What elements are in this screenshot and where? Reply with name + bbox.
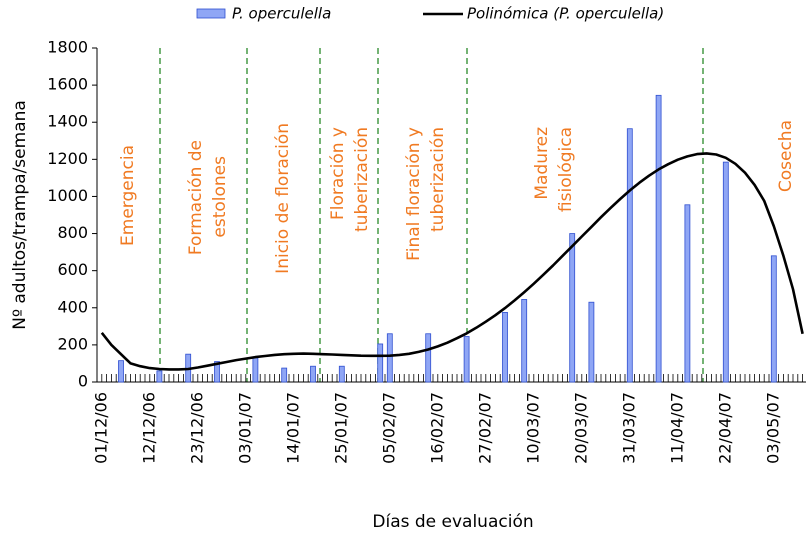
bar bbox=[281, 367, 288, 383]
x-tick-label: 23/12/06 bbox=[187, 392, 206, 464]
bar bbox=[118, 360, 124, 383]
bar bbox=[502, 312, 508, 383]
y-tick-label: 1400 bbox=[47, 112, 88, 131]
x-tick-label: 31/03/07 bbox=[619, 392, 638, 464]
bar bbox=[722, 161, 729, 383]
bar bbox=[521, 299, 528, 383]
annotation: fisiológica bbox=[556, 127, 576, 212]
x-tick-label: 03/01/07 bbox=[235, 392, 254, 464]
annotation: Cosecha bbox=[776, 120, 796, 192]
trend-line bbox=[100, 152, 804, 371]
legend-swatch bbox=[196, 8, 226, 19]
annotation: estolones bbox=[210, 156, 230, 238]
bar bbox=[377, 343, 384, 383]
x-tick-label: 22/04/07 bbox=[715, 392, 734, 464]
bar bbox=[386, 333, 393, 383]
bar bbox=[463, 336, 470, 383]
bar bbox=[214, 361, 220, 383]
bar bbox=[655, 94, 662, 383]
x-tick-label: 25/01/07 bbox=[331, 392, 350, 464]
x-tick-label: 16/02/07 bbox=[427, 392, 446, 464]
annotation: Final floración y bbox=[404, 127, 424, 261]
x-tick-label: 27/02/07 bbox=[475, 392, 494, 464]
bar bbox=[252, 357, 259, 383]
x-tick-label: 12/12/06 bbox=[139, 392, 158, 464]
annotation: Formación de bbox=[186, 140, 206, 255]
y-tick-label: 1200 bbox=[47, 149, 88, 168]
bar bbox=[684, 204, 691, 383]
legend-label: Polinómica (P. operculella) bbox=[467, 5, 664, 23]
y-tick-label: 200 bbox=[57, 334, 88, 353]
plot-area bbox=[100, 94, 804, 383]
annotation: tuberización bbox=[428, 127, 448, 232]
bar bbox=[588, 301, 595, 383]
bar bbox=[626, 128, 633, 383]
annotation: Madurez bbox=[532, 127, 552, 200]
y-tick-label: 600 bbox=[57, 260, 88, 279]
y-tick-label: 0 bbox=[78, 372, 88, 391]
x-tick-label: 10/03/07 bbox=[523, 392, 542, 464]
x-tick-label: 11/04/07 bbox=[667, 392, 686, 464]
annotation: Floración y bbox=[328, 127, 348, 220]
y-tick-label: 1800 bbox=[47, 38, 88, 57]
bar bbox=[156, 370, 163, 383]
bar bbox=[770, 255, 777, 383]
y-tick-label: 1600 bbox=[47, 75, 88, 94]
x-tick-label: 20/03/07 bbox=[571, 392, 590, 464]
x-tick-label: 05/02/07 bbox=[379, 392, 398, 464]
y-axis-title: Nº adultos/trampa/semana bbox=[10, 100, 30, 330]
annotation: Inicio de floración bbox=[273, 123, 293, 274]
bar bbox=[569, 233, 576, 383]
bar bbox=[310, 365, 316, 383]
y-tick-label: 400 bbox=[57, 297, 88, 316]
annotation: Emergencia bbox=[118, 145, 138, 246]
bar bbox=[338, 365, 345, 383]
legend-label: P. operculella bbox=[232, 5, 331, 23]
annotation: tuberización bbox=[352, 127, 372, 232]
phase-lines bbox=[159, 48, 704, 382]
x-tick-label: 14/01/07 bbox=[283, 392, 302, 464]
y-tick-label: 1000 bbox=[47, 186, 88, 205]
x-tick-label: 03/05/07 bbox=[763, 392, 782, 464]
x-tick-label: 01/12/06 bbox=[91, 392, 110, 464]
y-tick-label: 800 bbox=[57, 223, 88, 242]
bar bbox=[425, 333, 432, 383]
x-axis-title: Días de evaluación bbox=[372, 512, 533, 532]
